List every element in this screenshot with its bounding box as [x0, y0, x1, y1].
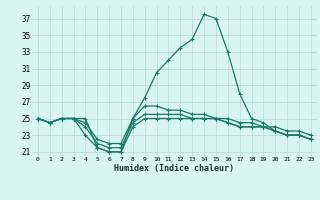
- X-axis label: Humidex (Indice chaleur): Humidex (Indice chaleur): [115, 164, 234, 173]
